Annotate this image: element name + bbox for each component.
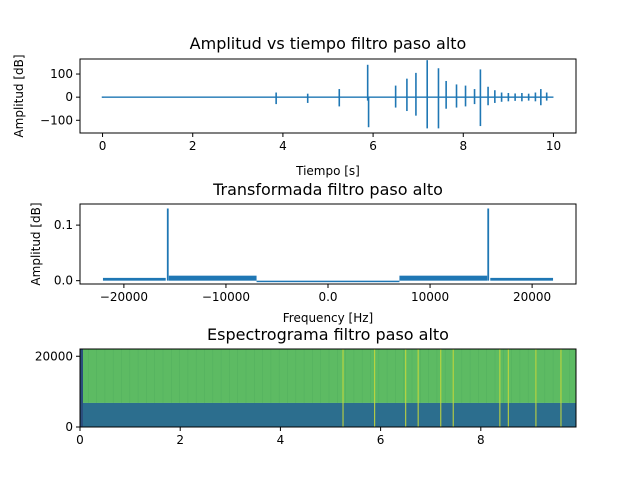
time-plot-title: Amplitud vs tiempo filtro paso alto [190,34,467,53]
x-tick-label: 0 [99,139,107,153]
spectrogram-edge [80,349,83,427]
spectrogram-low-band [80,402,576,427]
y-tick-label: 20000 [35,349,73,363]
fft-plot-ylabel: Amplitud [dB] [29,202,43,285]
y-tick-label: 0.1 [54,218,73,232]
y-tick-label: 100 [50,67,73,81]
spectrogram-area [80,349,576,427]
y-tick-label: 0.0 [54,274,73,288]
time-plot-ticks: 0 2 4 6 8 10 100 0 −100 [40,67,561,153]
x-tick-label: 2 [176,433,184,447]
fft-plot-ticks: −20000 −10000 0.0 10000 20000 0.1 0.0 [54,218,551,304]
spectrogram-frame [79,348,577,428]
spectrum-band [490,277,554,281]
y-tick-label: 0 [65,420,73,434]
fft-plot-title: Transformada filtro paso alto [212,180,443,199]
x-tick-label: −10000 [202,290,250,304]
x-tick-label: 10 [546,139,561,153]
spectrogram-title: Espectrograma filtro paso alto [207,325,449,344]
x-tick-label: 4 [277,433,285,447]
fft-plot-frame [79,203,577,285]
spectrum-band [168,275,257,281]
time-plot-frame [79,58,577,134]
x-tick-label: 8 [477,433,485,447]
spectrum-band [399,275,488,281]
time-plot-xlabel: Tiempo [s] [295,164,360,178]
x-tick-label: 8 [459,139,467,153]
x-tick-label: 10000 [411,290,449,304]
x-tick-label: 20000 [513,290,551,304]
y-tick-label: 0 [65,90,73,104]
x-tick-label: 2 [189,139,197,153]
spectrogram-plot: Espectrograma filtro paso alto 0 2 4 6 8 2000… [35,325,577,447]
x-tick-label: −20000 [100,290,148,304]
x-tick-label: 6 [377,433,385,447]
fft-plot: Transformada filtro paso alto −20000 −100… [29,180,577,325]
spectrum-band [256,280,400,283]
time-plot: Amplitud vs tiempo filtro paso alto 0 2 4 6… [12,34,577,178]
x-tick-label: 6 [369,139,377,153]
x-tick-label: 0.0 [318,290,337,304]
signal-baseline [102,96,554,98]
fft-plot-area [102,208,554,283]
x-tick-label: 0 [76,433,84,447]
y-tick-label: −100 [40,113,73,127]
fft-plot-xlabel: Frequency [Hz] [283,311,374,325]
spectrum-band [102,277,166,281]
spectrogram-high-band [80,349,576,403]
x-tick-label: 4 [279,139,287,153]
time-plot-area [101,60,554,129]
spectrogram-ticks: 0 2 4 6 8 20000 0 [35,349,485,447]
time-plot-ylabel: Amplitud [dB] [12,54,26,137]
